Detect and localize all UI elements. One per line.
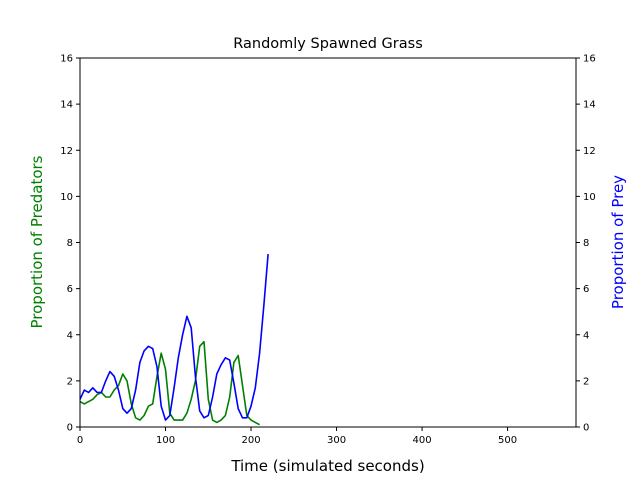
y-tick-label-right: 4 (583, 330, 589, 341)
y-tick-label-left: 8 (67, 238, 73, 249)
y-tick-label-left: 12 (60, 146, 73, 157)
y-axis-left: 0 2 4 6 8 10 12 14 16 (60, 54, 80, 434)
y-tick-label-right: 12 (583, 146, 596, 157)
x-tick-label: 0 (77, 435, 83, 446)
chart-title: Randomly Spawned Grass (233, 36, 423, 52)
plot-area (79, 253, 269, 426)
x-tick-label: 100 (156, 435, 175, 446)
x-tick-label: 500 (498, 435, 517, 446)
y-tick-label-left: 0 (67, 423, 73, 434)
y-tick-label-left: 14 (60, 100, 73, 111)
y-tick-label-left: 2 (67, 376, 73, 387)
y-tick-label-right: 6 (583, 284, 589, 295)
y-axis-right: 0 2 4 6 8 10 12 14 16 (576, 54, 596, 434)
y-tick-label-right: 10 (583, 192, 596, 203)
y-axis-label-predators: Proportion of Predators (28, 155, 46, 328)
y-axis-label-prey: Proportion of Prey (609, 175, 627, 309)
plot-frame (79, 57, 577, 428)
y-tick-label-right: 16 (583, 54, 596, 65)
y-tick-label-left: 16 (60, 54, 73, 65)
y-tick-label-left: 4 (67, 330, 73, 341)
x-axis-label: Time (simulated seconds) (230, 457, 424, 475)
x-tick-label: 400 (413, 435, 432, 446)
y-tick-label-right: 2 (583, 376, 589, 387)
x-axis: 0 100 200 300 400 500 (77, 427, 517, 446)
y-tick-label-left: 6 (67, 284, 73, 295)
y-tick-label-right: 8 (583, 238, 589, 249)
y-tick-label-right: 14 (583, 100, 596, 111)
y-tick-label-left: 10 (60, 192, 73, 203)
x-tick-label: 300 (327, 435, 346, 446)
x-tick-label: 200 (241, 435, 260, 446)
y-tick-label-right: 0 (583, 423, 589, 434)
series-line-prey (79, 253, 269, 421)
